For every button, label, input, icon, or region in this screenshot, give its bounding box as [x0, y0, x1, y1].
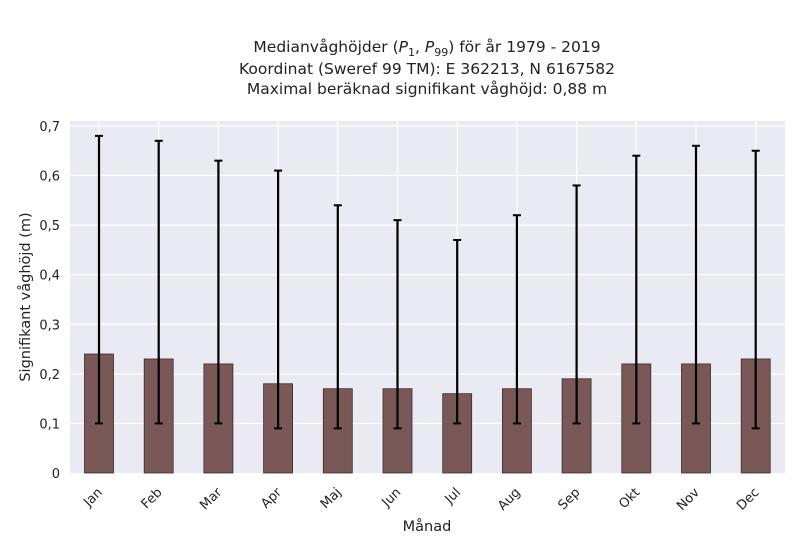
- x-tick-label: Feb: [139, 485, 166, 512]
- y-axis-ticks: 0 0,1 0,2 0,3 0,4 0,5 0,6 0,7: [39, 120, 60, 482]
- y-tick-label: 0,5: [39, 219, 60, 234]
- error-bar-apr: [274, 169, 283, 430]
- y-tick-label: 0,6: [39, 170, 60, 185]
- chart-title-line-1: Medianvåghöjder (P1, P99) för år 1979 - …: [253, 38, 600, 59]
- y-tick-label: 0: [52, 467, 60, 482]
- x-tick-label: Jul: [442, 485, 464, 507]
- y-tick-label: 0,1: [39, 417, 60, 432]
- error-bars: [95, 134, 760, 430]
- error-bar-jan: [95, 134, 103, 425]
- error-bar-jul: [453, 238, 462, 425]
- y-tick-label: 0,3: [39, 318, 60, 333]
- chart-title-line-2: Koordinat (Sweref 99 TM): E 362213, N 61…: [239, 60, 615, 78]
- chart-title: Medianvåghöjder (P1, P99) för år 1979 - …: [239, 38, 615, 98]
- error-bar-maj: [333, 204, 342, 430]
- error-bar-okt: [632, 154, 641, 425]
- x-tick-label: Okt: [616, 485, 643, 512]
- y-tick-label: 0,2: [39, 368, 60, 383]
- x-axis-ticks: Jan Feb Mar Apr Maj Jun Jul Aug Sep Okt Nov Dec: [80, 485, 762, 514]
- plot-area: [70, 121, 785, 473]
- y-axis-label: Signifikant våghöjd (m): [17, 212, 34, 381]
- y-tick-label: 0,7: [39, 120, 60, 135]
- x-tick-label: Mar: [197, 485, 225, 513]
- y-tick-label: 0,4: [39, 269, 60, 284]
- x-tick-label: Sep: [555, 485, 583, 513]
- error-bar-feb: [154, 139, 163, 425]
- error-bar-nov: [692, 144, 700, 425]
- error-bar-sep: [572, 184, 581, 425]
- error-bar-dec: [751, 149, 760, 430]
- x-tick-label: Jan: [80, 485, 105, 510]
- x-tick-label: Maj: [318, 485, 345, 512]
- error-bar-mar: [214, 159, 223, 425]
- error-bar-aug: [512, 214, 521, 425]
- x-tick-label: Dec: [734, 485, 762, 513]
- x-tick-label: Aug: [495, 485, 524, 514]
- chart-title-line-3: Maximal beräknad signifikant våghöjd: 0,…: [247, 80, 607, 98]
- error-bar-jun: [393, 219, 402, 430]
- x-tick-label: Jun: [379, 485, 405, 511]
- x-axis-label: Månad: [403, 518, 452, 535]
- x-tick-label: Nov: [674, 485, 703, 514]
- x-tick-label: Apr: [258, 485, 285, 512]
